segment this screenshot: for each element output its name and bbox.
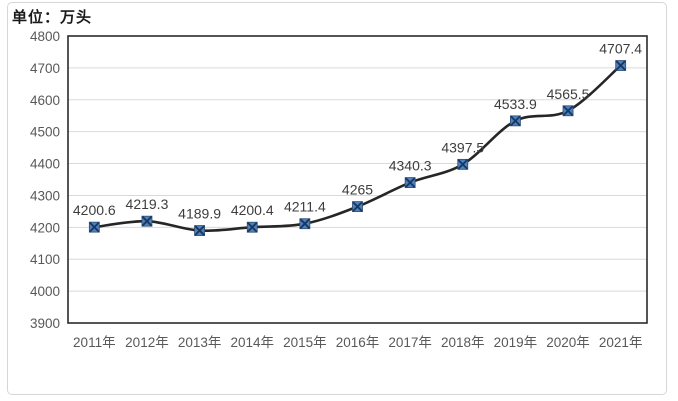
unit-label: 单位：万头 (12, 9, 93, 26)
y-tick-label: 4200 (30, 220, 60, 235)
x-tick-label: 2015年 (283, 335, 327, 350)
y-tick-label: 4000 (30, 284, 60, 299)
y-tick-label: 4700 (30, 61, 60, 76)
data-label: 4211.4 (284, 199, 326, 215)
y-tick-label: 4100 (30, 252, 60, 267)
data-label: 4200.6 (73, 202, 116, 218)
marker-x-stroke (89, 222, 100, 233)
data-label: 4565.5 (547, 86, 590, 102)
y-tick-label: 4500 (30, 125, 60, 140)
marker-x-stroke (299, 218, 310, 229)
y-tick-label: 3900 (30, 316, 60, 331)
y-tick-label: 4300 (30, 188, 60, 203)
x-tick-label: 2020年 (546, 335, 590, 350)
x-tick-label: 2018年 (441, 335, 485, 350)
marker-x-stroke (563, 105, 573, 116)
marker-x-stroke (247, 222, 258, 233)
x-tick-label: 2011年 (73, 335, 116, 350)
marker-x-stroke (510, 115, 521, 126)
data-label: 4219.3 (126, 196, 169, 212)
x-tick-label: 2013年 (178, 335, 222, 350)
data-label: 4200.4 (231, 202, 274, 218)
x-tick-label: 2021年 (599, 335, 643, 350)
x-tick-label: 2017年 (388, 335, 432, 350)
data-label: 4397.5 (441, 139, 484, 155)
marker-x-stroke (352, 201, 363, 212)
data-label: 4533.9 (494, 96, 537, 112)
x-tick-label: 2012年 (125, 335, 169, 350)
data-label: 4340.3 (389, 158, 432, 174)
plot-area-border (67, 35, 648, 324)
marker-x-stroke (615, 60, 626, 71)
data-label: 4265 (342, 182, 373, 198)
marker-x-stroke (457, 159, 468, 170)
marker-x-stroke (142, 216, 152, 227)
y-tick-label: 4800 (30, 29, 60, 44)
data-label: 4189.9 (178, 206, 221, 222)
marker-x-stroke (405, 177, 416, 188)
y-tick-label: 4400 (30, 157, 60, 172)
x-tick-label: 2016年 (336, 335, 380, 350)
marker-x-stroke (194, 225, 205, 236)
x-tick-label: 2014年 (230, 335, 274, 350)
y-tick-label: 4600 (30, 93, 60, 108)
data-label: 4707.4 (599, 41, 642, 57)
x-tick-label: 2019年 (494, 335, 538, 350)
